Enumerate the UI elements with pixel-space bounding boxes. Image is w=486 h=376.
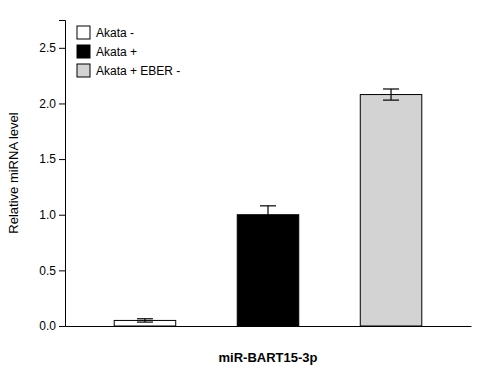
legend-label: Akata - [96, 26, 134, 40]
error-bar-stem [390, 89, 391, 100]
y-tick-label: 2.5 [39, 41, 56, 55]
y-tick-label: 1.0 [39, 208, 56, 222]
bar [360, 95, 422, 326]
legend-swatch [77, 64, 90, 77]
y-tick-mark [59, 48, 65, 49]
legend: Akata - Akata + Akata + EBER - [77, 26, 180, 78]
x-axis [66, 326, 472, 327]
legend-swatch [77, 26, 90, 39]
error-bar-cap [260, 223, 276, 224]
legend-label: Akata + [96, 45, 137, 59]
legend-item: Akata + EBER - [77, 64, 180, 78]
y-tick-label: 2.0 [39, 97, 56, 111]
x-axis-title: miR-BART15-3p [219, 350, 318, 365]
y-tick-mark [59, 270, 65, 271]
y-tick: 2.5 [39, 41, 65, 55]
y-tick-mark [59, 215, 65, 216]
marks [114, 89, 422, 326]
plot: 0.0 0.5 1.0 1.5 2.0 2.5 Akata - Akata + Akata + … [39, 21, 471, 334]
y-tick-label: 0.0 [39, 319, 56, 333]
legend-item: Akata + [77, 45, 137, 59]
error-bar-cap [137, 318, 153, 319]
legend-label: Akata + EBER - [96, 64, 180, 78]
y-tick-label: 1.5 [39, 152, 56, 166]
error-bar [260, 206, 276, 224]
error-bar-stem [267, 206, 268, 224]
y-axis-title: Relative miRNA level [6, 112, 21, 233]
x-axis-line [66, 326, 472, 327]
y-tick-label: 0.5 [39, 264, 56, 278]
y-tick: 2.0 [39, 97, 65, 111]
error-bar-cap [383, 88, 399, 89]
y-tick-mark [59, 103, 65, 104]
error-bar [383, 89, 399, 100]
legend-swatch [77, 45, 90, 58]
y-tick: 0.5 [39, 264, 65, 278]
error-bar-cap [260, 205, 276, 206]
error-bar-cap [383, 100, 399, 101]
y-tick-mark [59, 326, 65, 327]
y-tick: 0.0 [39, 319, 65, 333]
chart: 0.0 0.5 1.0 1.5 2.0 2.5 Akata - Akata + Akata + … [0, 0, 486, 376]
y-axis: 0.0 0.5 1.0 1.5 2.0 2.5 [39, 21, 65, 334]
error-bar-cap [137, 322, 153, 323]
legend-item: Akata - [77, 26, 134, 40]
error-bar [137, 319, 153, 322]
y-tick: 1.0 [39, 208, 65, 222]
bar [237, 215, 299, 326]
y-axis-line [59, 21, 66, 327]
y-tick: 1.5 [39, 152, 65, 166]
y-tick-mark [59, 159, 65, 160]
